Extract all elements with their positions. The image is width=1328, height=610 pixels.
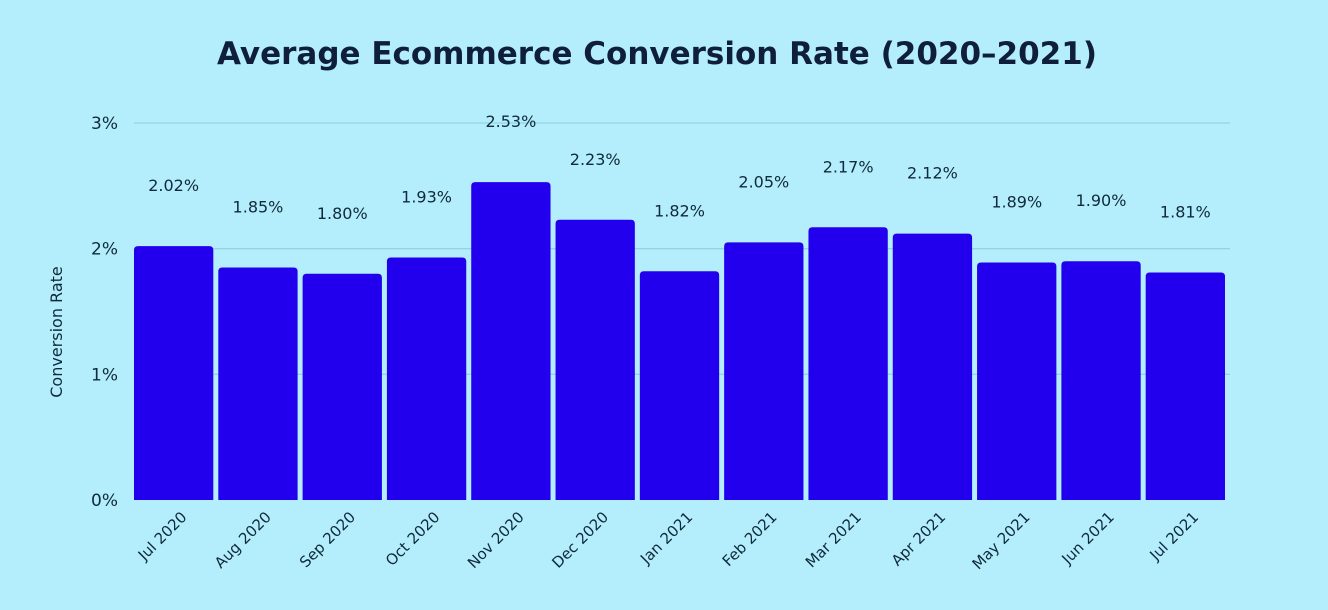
data-label: 2.02%	[148, 176, 199, 195]
y-tick-label: 3%	[91, 114, 118, 134]
x-tick-label: Jan 2021	[636, 508, 696, 568]
bar	[892, 233, 973, 500]
data-label: 2.23%	[570, 150, 621, 169]
data-label: 1.93%	[401, 187, 452, 206]
data-label: 2.53%	[485, 112, 536, 131]
bar	[218, 267, 298, 500]
y-tick-label: 1%	[91, 365, 118, 385]
bar	[555, 219, 635, 500]
data-label: 1.89%	[991, 192, 1042, 211]
x-tick-label: Mar 2021	[802, 508, 865, 571]
bar	[1061, 261, 1141, 500]
chart-title: Average Ecommerce Conversion Rate (2020–…	[217, 36, 1097, 72]
bar	[386, 257, 467, 500]
x-tick-label: Jul 2020	[134, 508, 191, 565]
x-tick-label: Feb 2021	[719, 508, 781, 570]
x-tick-label: Aug 2020	[211, 508, 275, 572]
x-tick-label: Sep 2020	[296, 508, 359, 571]
data-label: 1.85%	[233, 198, 284, 217]
bar	[808, 227, 888, 500]
data-label: 1.90%	[1076, 191, 1127, 210]
bar	[471, 182, 551, 500]
x-tick-label: Apr 2021	[888, 508, 949, 569]
x-tick-label: May 2021	[969, 508, 1034, 573]
x-tick-label: Dec 2020	[548, 508, 612, 572]
bar	[1145, 272, 1225, 500]
x-tick-label: Jul 2021	[1146, 508, 1203, 565]
bar	[134, 246, 214, 500]
data-label: 1.81%	[1160, 203, 1211, 222]
data-label: 1.80%	[317, 204, 368, 223]
y-axis-label: Conversion Rate	[47, 266, 66, 397]
bar	[724, 242, 804, 500]
y-tick-label: 0%	[91, 491, 118, 511]
x-tick-label: Oct 2020	[382, 508, 443, 569]
bar	[302, 273, 382, 500]
bar	[977, 262, 1057, 500]
data-label: 2.12%	[907, 164, 958, 183]
x-tick-label: Jun 2021	[1057, 508, 1117, 568]
x-tick-label: Nov 2020	[464, 508, 528, 572]
bar	[639, 271, 720, 500]
data-label: 1.82%	[654, 201, 705, 220]
data-label: 2.05%	[738, 172, 789, 191]
y-tick-label: 2%	[91, 240, 118, 260]
data-label: 2.17%	[823, 157, 874, 176]
